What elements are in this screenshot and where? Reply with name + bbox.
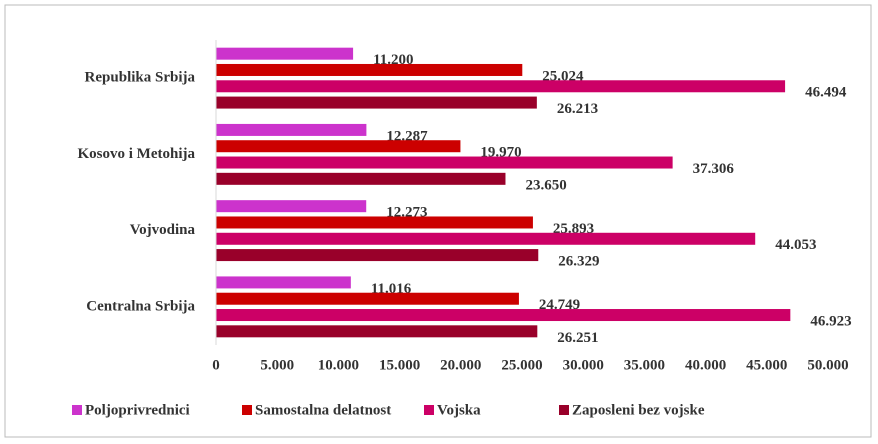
- bar: [216, 309, 791, 322]
- y-tick-label: Centralna Srbija: [86, 298, 195, 314]
- bar: [216, 47, 354, 60]
- x-tick-label: 40.000: [685, 357, 726, 373]
- value-label: 46.494: [805, 85, 847, 101]
- value-label: 37.306: [693, 161, 735, 177]
- value-label: 23.650: [525, 177, 566, 193]
- x-tick-label: 45.000: [746, 357, 787, 373]
- x-tick-label: 25.000: [501, 357, 542, 373]
- bar: [216, 140, 461, 153]
- legend-label: Zaposleni bez vojske: [572, 402, 705, 418]
- value-label: 46.923: [810, 313, 851, 329]
- x-tick-label: 15.000: [379, 357, 420, 373]
- legend-label: Poljoprivrednici: [85, 402, 190, 418]
- bar: [216, 123, 367, 136]
- x-tick-label: 50.000: [807, 357, 848, 373]
- bar: [216, 249, 539, 262]
- x-tick-label: 35.000: [624, 357, 665, 373]
- bar: [216, 292, 519, 305]
- x-tick-label: 20.000: [440, 357, 481, 373]
- bar: [216, 232, 756, 245]
- bar: [216, 216, 533, 229]
- x-tick-label: 10.000: [318, 357, 359, 373]
- y-tick-label: Republika Srbija: [85, 70, 196, 86]
- legend-label: Vojska: [437, 402, 481, 418]
- legend-label: Samostalna delatnost: [255, 402, 391, 418]
- x-tick-label: 0: [212, 357, 220, 373]
- bar: [216, 172, 506, 185]
- y-tick-label: Kosovo i Metohija: [78, 146, 196, 162]
- bar: [216, 156, 673, 169]
- legend-swatch: [559, 405, 569, 415]
- bar: [216, 325, 538, 338]
- legend-swatch: [424, 405, 434, 415]
- value-label: 26.329: [558, 254, 599, 270]
- bar: [216, 276, 351, 289]
- value-label: 44.053: [775, 237, 816, 253]
- bar: [216, 96, 537, 109]
- y-tick-label: Vojvodina: [130, 222, 196, 238]
- bar: [216, 63, 523, 76]
- bar: [216, 80, 786, 93]
- legend-swatch: [72, 405, 82, 415]
- x-tick-label: 5.000: [260, 357, 294, 373]
- legend-swatch: [242, 405, 252, 415]
- bar: [216, 200, 367, 213]
- value-label: 26.251: [557, 330, 598, 346]
- value-label: 26.213: [557, 101, 598, 117]
- x-tick-label: 30.000: [563, 357, 604, 373]
